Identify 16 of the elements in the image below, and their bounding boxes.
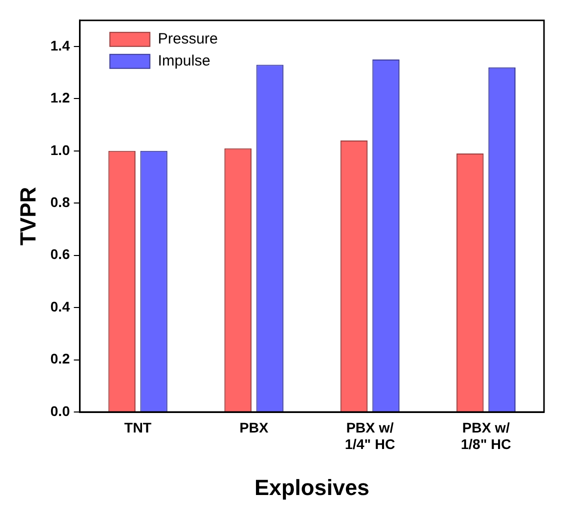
legend-label: Impulse xyxy=(158,52,210,70)
y-tick-label: 0.2 xyxy=(50,350,70,367)
x-tick-label: TNT xyxy=(124,419,152,436)
x-axis-title: Explosives xyxy=(254,474,370,500)
legend-label: Pressure xyxy=(158,30,218,48)
y-tick-label: 1.4 xyxy=(50,37,70,54)
x-tick-label: PBX xyxy=(240,419,269,436)
x-tick-label: PBX w/ 1/4" HC xyxy=(344,419,396,452)
y-tick-label: 0.8 xyxy=(50,194,70,210)
x-tick-label: PBX w/ 1/8" HC xyxy=(460,419,512,452)
y-tick-label: 0.0 xyxy=(50,402,70,419)
y-tick-label: 1.2 xyxy=(50,90,70,106)
y-tick-label: 1.0 xyxy=(50,142,70,158)
y-tick-label: 0.6 xyxy=(50,246,70,262)
y-tick-label: 0.4 xyxy=(50,298,70,314)
y-axis-title: TVPR xyxy=(15,186,40,246)
